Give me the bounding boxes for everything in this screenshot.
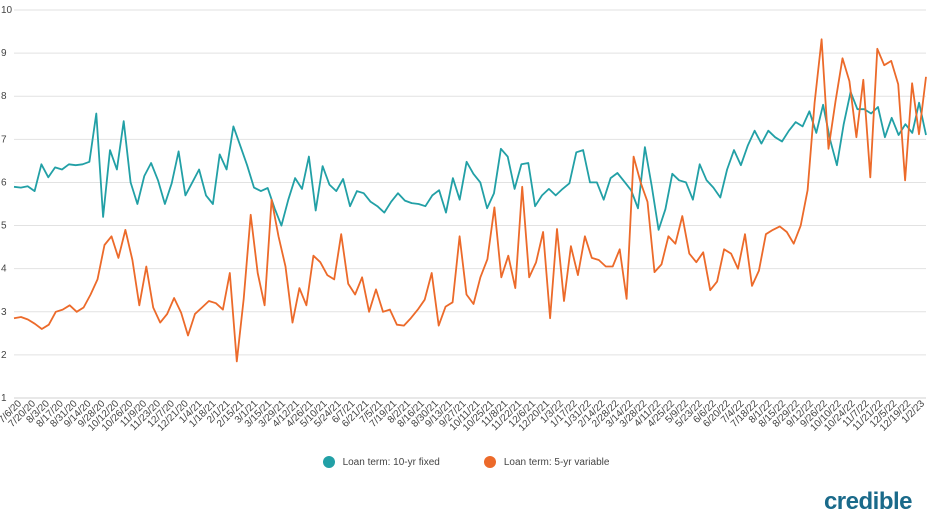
y-tick-label: 5	[1, 221, 7, 232]
legend-label-10yr-fixed: Loan term: 10-yr fixed	[342, 456, 440, 468]
y-tick-label: 3	[1, 307, 7, 318]
y-tick-label: 7	[1, 134, 7, 145]
series-line-5yr-variable	[13, 38, 927, 363]
y-tick-label: 9	[1, 48, 7, 59]
legend-swatch-10yr-fixed	[322, 456, 335, 468]
legend-label-5yr-variable: Loan term: 5-yr variable	[503, 456, 610, 468]
legend-item-10yr-fixed[interactable]: Loan term: 10-yr fixed	[322, 456, 440, 468]
series-line-10yr-fixed	[13, 91, 927, 231]
y-tick-label: 10	[1, 5, 13, 16]
y-tick-label: 6	[1, 177, 7, 188]
legend-item-5yr-variable[interactable]: Loan term: 5-yr variable	[483, 456, 610, 468]
y-tick-label: 1	[1, 393, 7, 404]
chart-legend: Loan term: 10-yr fixed Loan term: 5-yr v…	[0, 456, 932, 468]
y-tick-label: 2	[1, 350, 7, 361]
credible-logo: credible	[823, 488, 913, 515]
legend-swatch-5yr-variable	[483, 456, 496, 468]
y-tick-label: 4	[1, 264, 7, 275]
y-tick-label: 8	[1, 91, 7, 102]
